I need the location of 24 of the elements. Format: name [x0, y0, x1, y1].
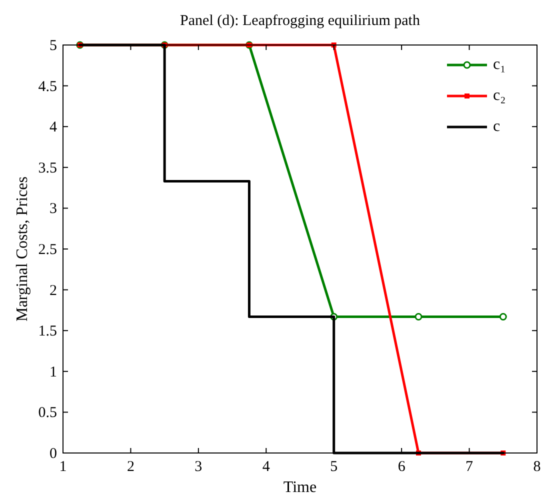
- y-tick-label: 1: [50, 364, 57, 380]
- x-axis-title: Time: [283, 479, 317, 496]
- legend-label: c₁: [493, 56, 506, 73]
- y-tick-label: 2.5: [38, 242, 57, 258]
- y-axis-title: Marginal Costs, Prices: [14, 176, 31, 322]
- y-tick-label: 5: [50, 38, 57, 54]
- x-tick-label: 5: [330, 459, 338, 475]
- x-tick-label: 4: [262, 459, 270, 475]
- y-tick-label: 3.5: [38, 160, 57, 176]
- legend-label: c₂: [493, 87, 506, 104]
- y-tick-label: 0: [50, 446, 57, 462]
- x-tick-label: 8: [533, 459, 541, 475]
- chart-title: Panel (d): Leapfrogging equilirium path: [180, 13, 420, 29]
- x-tick-label: 2: [126, 459, 134, 475]
- y-tick-label: 2: [50, 282, 57, 299]
- x-tick-label: 7: [466, 459, 474, 475]
- y-tick-label: 0.5: [38, 405, 57, 422]
- y-tick-label: 3: [50, 201, 57, 218]
- y-tick-label: 4: [50, 120, 58, 136]
- legend-label: c: [493, 118, 500, 135]
- x-tick-label: 6: [398, 459, 406, 475]
- x-tick-label: 3: [194, 459, 202, 475]
- y-tick-label: 4.5: [38, 78, 57, 95]
- y-tick-label: 1.5: [38, 324, 57, 340]
